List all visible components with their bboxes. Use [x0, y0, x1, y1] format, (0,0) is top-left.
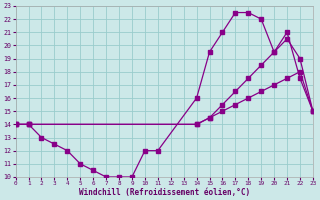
X-axis label: Windchill (Refroidissement éolien,°C): Windchill (Refroidissement éolien,°C)	[79, 188, 250, 197]
